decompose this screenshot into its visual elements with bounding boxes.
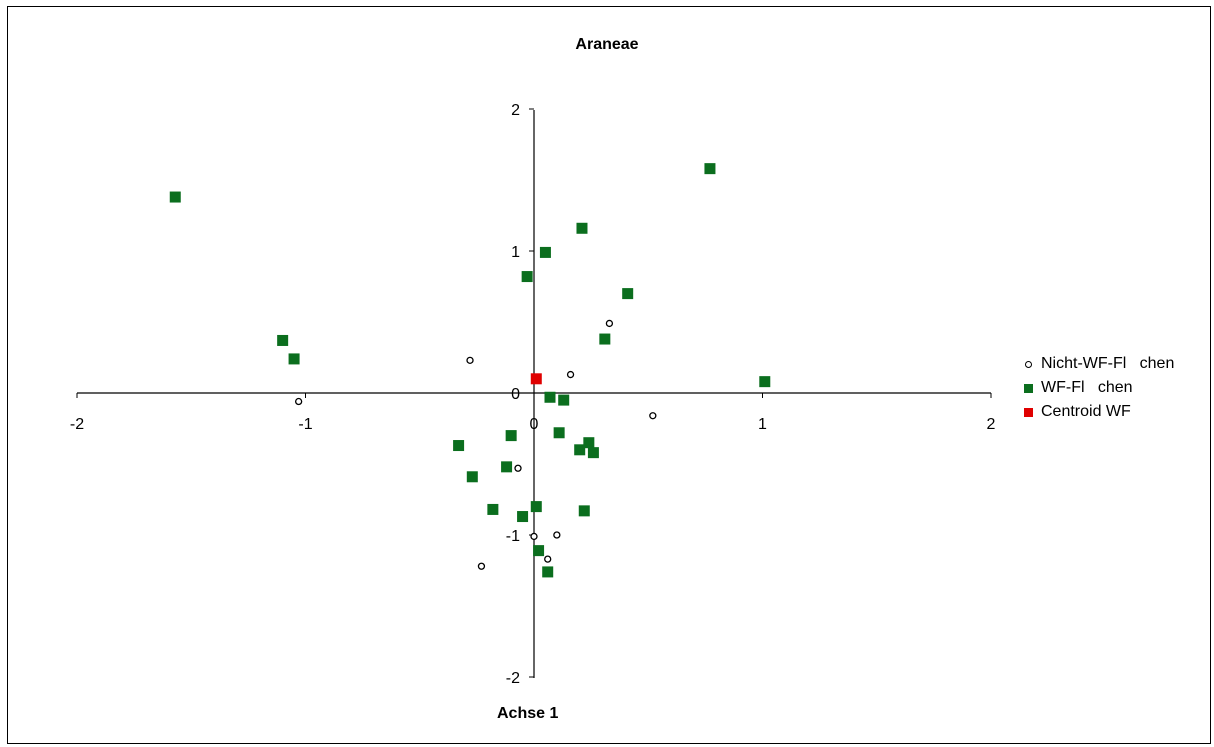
nicht-wf-point [477, 562, 486, 570]
legend-label-nicht-wf: Nicht-WF-Fl chen [1041, 355, 1175, 372]
y-tick-label: -1 [506, 528, 520, 545]
circle-marker-icon [1020, 360, 1036, 368]
wf-point [169, 191, 181, 203]
x-axis-title: Achse 1 [497, 705, 559, 722]
wf-point [558, 394, 570, 406]
nicht-wf-point [566, 370, 575, 379]
chart-title: Araneae [575, 36, 639, 53]
wf-point [517, 511, 529, 523]
wf-point [501, 461, 513, 473]
wf-point [453, 440, 465, 452]
legend: Nicht-WF-Fl chen WF-Fl chen Centroid WF [1020, 352, 1174, 424]
x-tick-label: -2 [70, 416, 84, 433]
wf-point [542, 566, 554, 578]
wf-point [704, 163, 716, 175]
y-tick-label: 1 [511, 244, 520, 261]
wf-point [578, 505, 590, 517]
centroid-point [530, 373, 542, 385]
wf-point [521, 271, 533, 283]
wf-point [544, 391, 556, 403]
wf-point [466, 471, 478, 483]
red-square-marker-icon [1020, 407, 1036, 417]
legend-label-centroid: Centroid WF [1041, 403, 1131, 420]
y-tick-label: -2 [506, 670, 520, 687]
nicht-wf-point [514, 464, 522, 472]
wf-point [622, 288, 634, 300]
wf-point [277, 334, 289, 346]
nicht-wf-point [294, 397, 303, 406]
nicht-wf-point [605, 319, 614, 328]
chart-frame [7, 6, 1211, 744]
wf-point [539, 246, 551, 258]
wf-point [576, 222, 588, 234]
wf-point [288, 353, 300, 365]
wf-point [583, 437, 595, 449]
nicht-wf-point [649, 412, 657, 420]
x-tick-label: 1 [758, 416, 767, 433]
green-square-marker-icon [1020, 383, 1036, 393]
x-tick-label: 2 [987, 416, 996, 433]
wf-point [505, 430, 517, 442]
y-tick-label: 0 [511, 386, 520, 403]
legend-item-centroid: Centroid WF [1020, 400, 1174, 424]
x-tick-label: -1 [298, 416, 312, 433]
nicht-wf-point [466, 356, 474, 364]
y-tick-label: 2 [511, 102, 520, 119]
legend-item-nicht-wf: Nicht-WF-Fl chen [1020, 352, 1174, 376]
legend-label-wf: WF-Fl chen [1041, 379, 1133, 396]
wf-point [487, 503, 499, 515]
wf-point [574, 444, 586, 456]
nicht-wf-point [553, 531, 561, 539]
nicht-wf-point [544, 555, 552, 563]
wf-point [530, 501, 542, 513]
wf-point [599, 333, 611, 345]
wf-point [759, 376, 771, 388]
wf-point [587, 447, 599, 459]
nicht-wf-point [530, 532, 538, 541]
x-tick-label: 0 [530, 416, 539, 433]
wf-point [553, 427, 565, 439]
legend-item-wf: WF-Fl chen [1020, 376, 1174, 400]
wf-point [533, 545, 545, 557]
